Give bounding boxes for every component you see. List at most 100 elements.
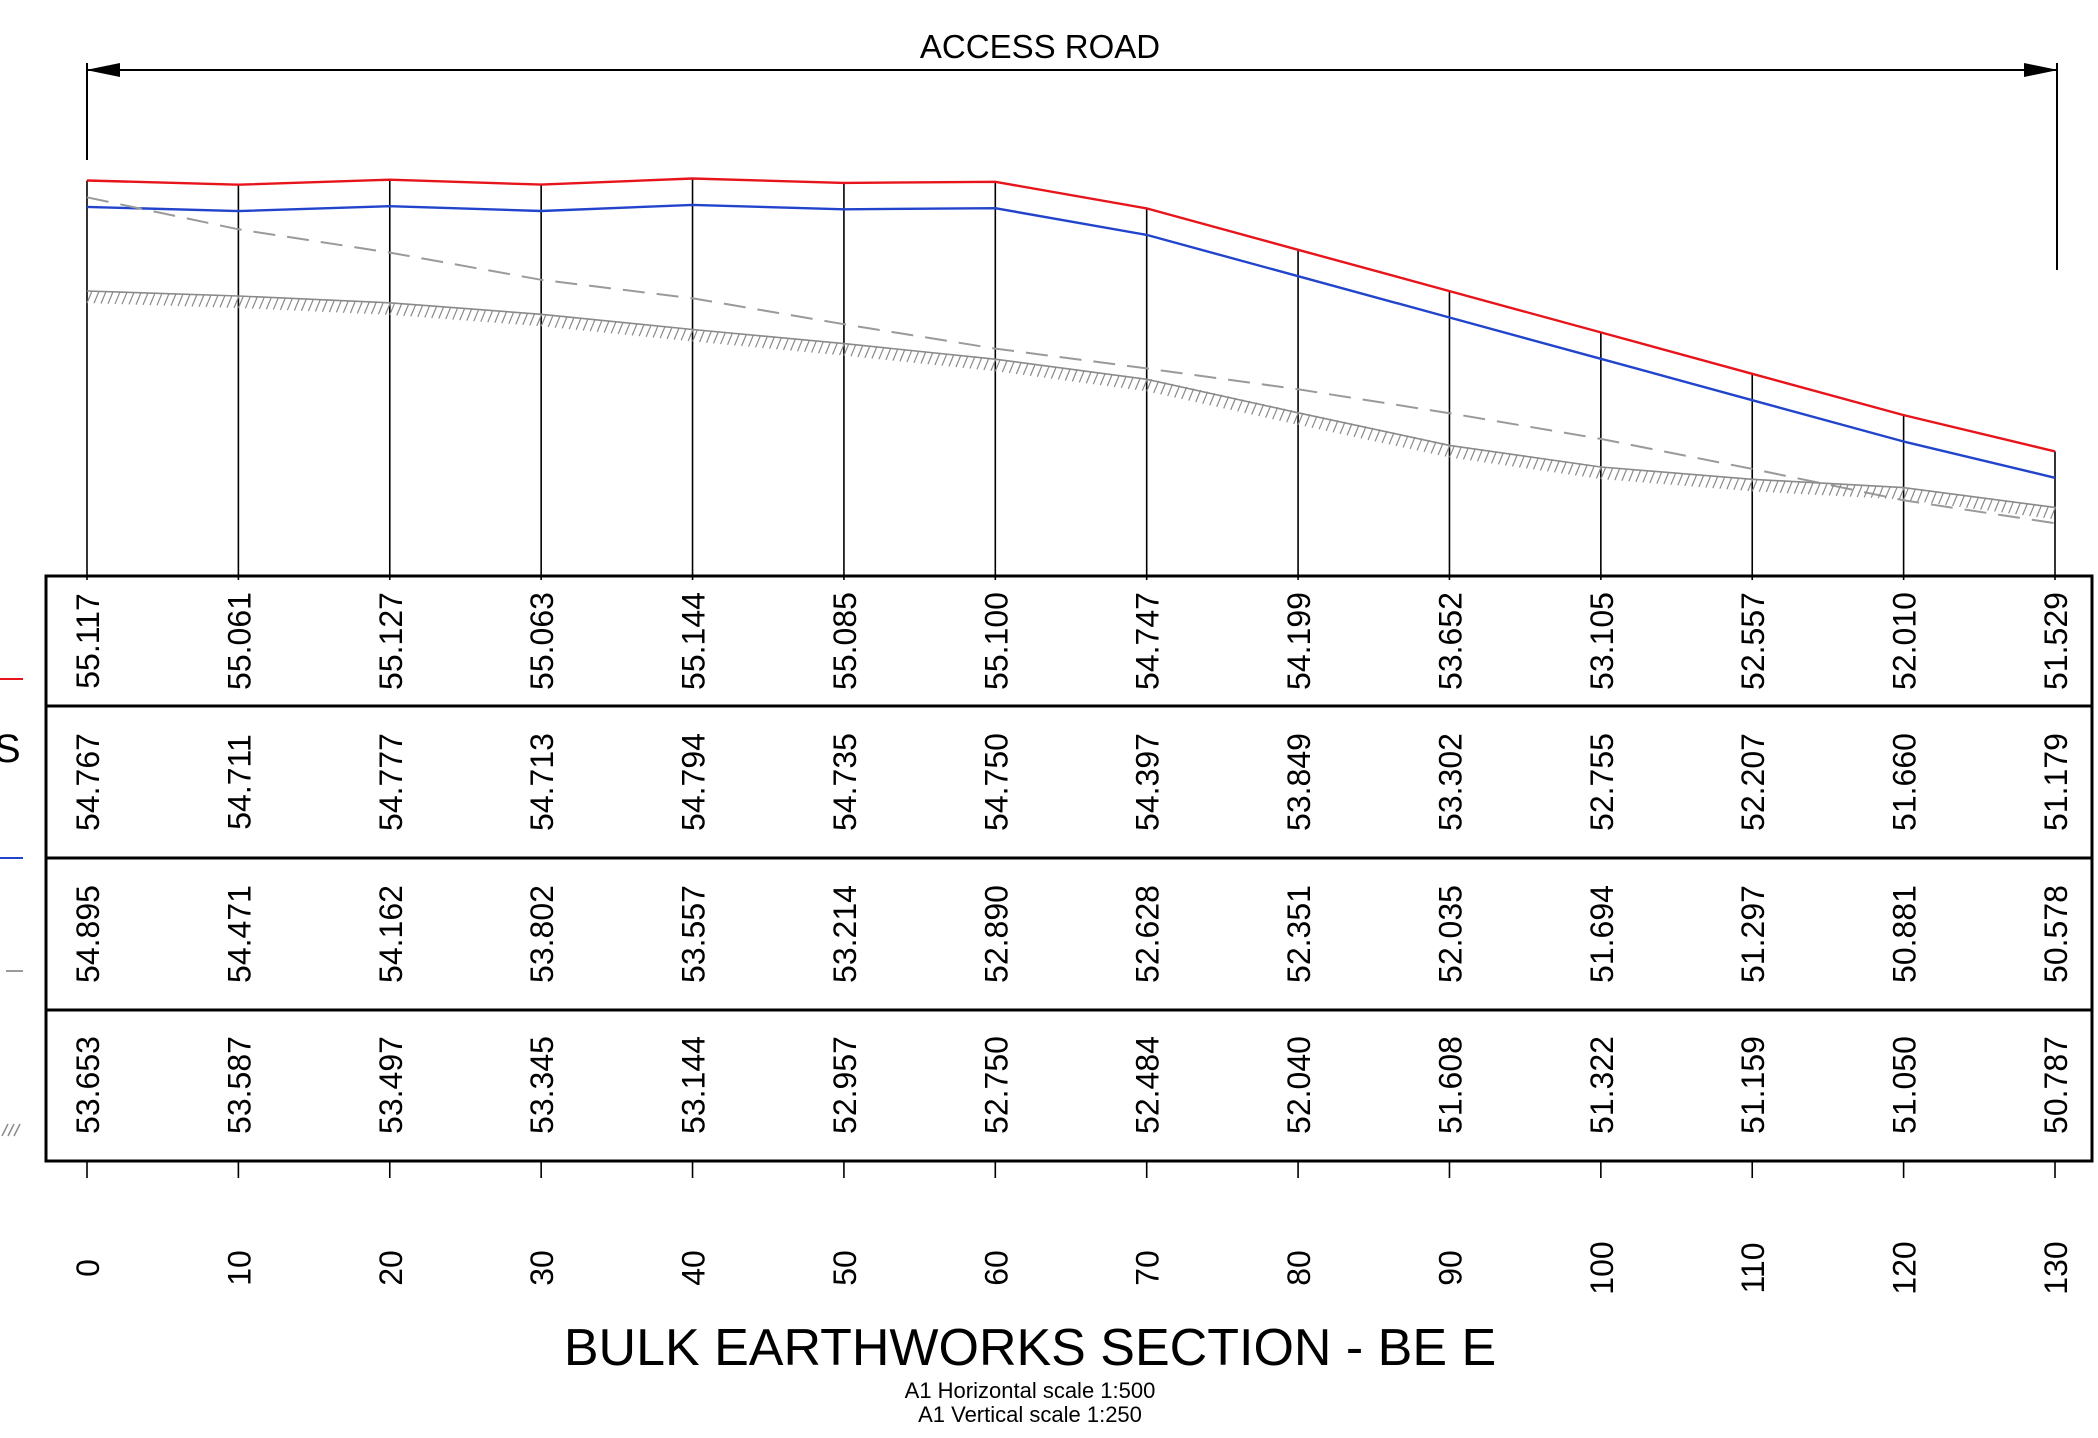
table-cell: 55.061	[221, 592, 257, 690]
hatch-tick	[480, 309, 487, 322]
hatch-tick	[1195, 389, 1202, 403]
hatch-tick	[948, 354, 955, 367]
hatch-tick	[1106, 373, 1113, 387]
hatch-tick	[384, 302, 391, 315]
extent-label: ACCESS ROAD	[920, 28, 1160, 65]
table-cell: 52.890	[978, 885, 1014, 983]
legend-fragment: S	[0, 678, 23, 1137]
hatch-tick	[1849, 484, 1856, 497]
hatch-tick	[1898, 487, 1905, 500]
level-profiles	[86, 177, 2057, 525]
hatch-tick	[307, 298, 314, 312]
hatch-tick	[1416, 438, 1423, 451]
hatch-tick	[1078, 370, 1085, 383]
table-cell: 53.497	[373, 1036, 409, 1134]
table-cell: 53.587	[221, 1036, 257, 1134]
hatch-tick	[389, 302, 396, 316]
hatch-tick	[906, 349, 913, 363]
subgrade-level-profile	[86, 203, 2056, 479]
hatch-tick	[1050, 366, 1057, 379]
chainage-label: 40	[676, 1250, 712, 1286]
table-cell: 51.179	[2038, 733, 2074, 831]
hatch-tick	[1539, 458, 1547, 471]
hatch-tick	[1574, 463, 1582, 476]
table-cell: 50.787	[2038, 1036, 2074, 1134]
hatch-tick	[561, 316, 568, 329]
hatch-tick	[170, 293, 177, 307]
hatch-tick	[1455, 446, 1463, 459]
hatch-tick	[962, 355, 969, 369]
hatch-tick	[1029, 363, 1036, 377]
hatch-tick	[2050, 506, 2057, 520]
table-cell: 53.802	[524, 885, 560, 983]
hatch-tick	[233, 295, 240, 309]
hatch-tick	[342, 300, 349, 313]
hatch-tick	[1856, 484, 1863, 498]
table-cell: 53.302	[1432, 733, 1468, 831]
hatch-tick	[1642, 470, 1649, 483]
hatch-tick	[1532, 457, 1540, 470]
hatch-tick	[370, 301, 377, 315]
table-cell: 52.755	[1584, 733, 1620, 831]
hatch-tick	[251, 296, 258, 309]
hatch-tick	[219, 295, 226, 308]
hatch-tick	[1726, 477, 1733, 490]
hatch-tick	[1202, 391, 1209, 404]
hatch-tick	[522, 312, 529, 326]
hatch-tick	[1698, 474, 1705, 488]
hatch-tick	[466, 308, 473, 321]
hatch-tick	[831, 342, 839, 355]
hatch-tick	[1588, 465, 1596, 478]
hatch-tick	[1043, 365, 1050, 378]
hatch-tick	[1244, 400, 1251, 414]
hatch-tick	[680, 328, 687, 341]
table-cell: 50.881	[1887, 885, 1923, 983]
hatch-tick	[1209, 393, 1216, 406]
hatch-tick	[1765, 479, 1772, 493]
hatch-tick	[1628, 469, 1635, 482]
hatch-tick	[1381, 430, 1388, 444]
table-cell: 51.297	[1735, 885, 1771, 983]
table-cell: 52.035	[1432, 885, 1468, 983]
table-cell: 52.351	[1281, 885, 1317, 983]
hatch-tick	[1160, 382, 1167, 395]
hatch-tick	[1318, 417, 1325, 430]
hatch-tick	[1483, 450, 1491, 463]
hatch-tick	[1518, 455, 1526, 468]
hatch-tick	[100, 291, 107, 304]
hatch-tick	[2008, 501, 2015, 514]
table-cell: 51.322	[1584, 1036, 1620, 1134]
hatch-tick	[377, 302, 384, 315]
table-cell: 54.750	[978, 733, 1014, 831]
hatched-level-profile	[86, 290, 2056, 509]
hatch-tick	[617, 321, 624, 335]
table-cell: 54.767	[70, 733, 106, 831]
hatch-tick	[733, 333, 741, 346]
hatch-tick	[913, 350, 920, 364]
hatch-tick	[1223, 396, 1230, 409]
table-cell: 53.105	[1584, 592, 1620, 690]
hatch-tick	[1230, 397, 1237, 411]
hatch-tick	[191, 294, 198, 307]
table-cell: 52.750	[978, 1036, 1014, 1134]
hatch-tick	[1581, 464, 1589, 477]
hatch-tick	[1437, 442, 1444, 456]
hatch-tick	[589, 318, 596, 332]
hatch-tick	[349, 300, 356, 314]
table-cell: 54.471	[221, 885, 257, 983]
hatch-tick	[768, 336, 776, 349]
hatch-tick	[568, 316, 575, 330]
hatch-tick	[638, 323, 645, 337]
hatch-tick	[1786, 480, 1793, 494]
hatch-tick	[782, 337, 790, 351]
table-cell: 50.578	[2038, 885, 2074, 983]
hatch-tick	[1945, 492, 1952, 506]
hatch-tick	[1064, 368, 1071, 381]
hatch-tick	[575, 317, 582, 331]
finished-level-profile	[86, 177, 2056, 453]
hatch-tick	[1891, 486, 1898, 500]
hatch-tick	[445, 306, 452, 320]
hatch-tick	[1959, 494, 1966, 508]
hatch-tick	[501, 311, 508, 324]
hatch-tick	[487, 309, 494, 323]
